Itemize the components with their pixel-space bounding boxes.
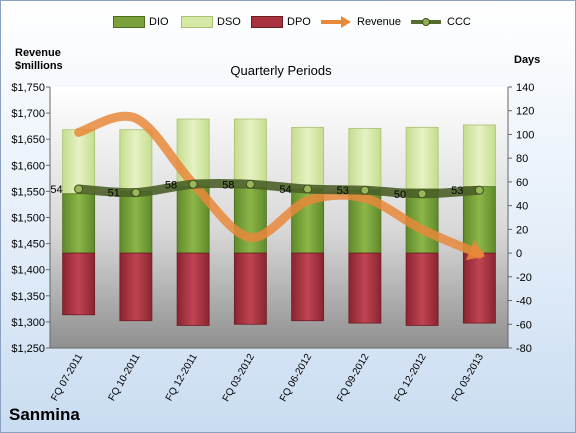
left-axis-label: Revenue $millions <box>15 47 63 73</box>
right-tick-label: -60 <box>516 319 532 331</box>
ccc-data-label: 58 <box>222 179 234 191</box>
left-tick-label: $1,400 <box>11 265 45 277</box>
right-tick-label: 80 <box>516 153 528 165</box>
bar-dso <box>348 128 382 191</box>
left-tick-label: $1,500 <box>11 213 45 225</box>
left-tick-label: $1,650 <box>11 134 45 146</box>
bar-dpo <box>233 252 267 325</box>
bar-dso <box>462 124 496 188</box>
ccc-data-label: 53 <box>451 185 463 197</box>
right-tick-label: -80 <box>516 343 532 355</box>
ccc-point <box>74 184 84 194</box>
legend-swatch-dpo <box>251 16 283 28</box>
ccc-data-label: 54 <box>50 184 62 196</box>
left-tick-label: $1,250 <box>11 343 45 355</box>
bar-dpo <box>462 252 496 324</box>
bar-dpo <box>405 252 439 326</box>
bar-dpo <box>62 252 96 316</box>
left-tick-label: $1,750 <box>11 82 45 94</box>
right-tick-label: 100 <box>516 129 534 141</box>
legend-item-ccc: CCC <box>409 13 471 31</box>
left-tick-label: $1,600 <box>11 160 45 172</box>
left-tick-label: $1,350 <box>11 291 45 303</box>
right-tick-label: 0 <box>516 248 522 260</box>
bar-dio <box>233 187 267 254</box>
ccc-data-label: 54 <box>279 184 291 196</box>
legend-label-ccc: CCC <box>447 16 471 28</box>
right-tick-label: 140 <box>516 82 534 94</box>
bar-dio <box>62 193 96 254</box>
ccc-point <box>360 185 370 195</box>
revenue-line <box>74 111 484 259</box>
legend-label-dio: DIO <box>149 16 169 28</box>
chart-subtitle: Quarterly Periods <box>230 63 332 78</box>
x-tick-label: FQ 03-2013 <box>450 352 486 404</box>
right-axis-label: Days <box>514 54 541 66</box>
ccc-data-label: 51 <box>108 188 120 200</box>
bar-dpo <box>291 252 325 322</box>
ccc-point <box>303 184 313 194</box>
legend-label-revenue: Revenue <box>357 16 402 28</box>
ccc-point <box>245 179 255 189</box>
left-tick-label: $1,450 <box>11 239 45 251</box>
legend-item-revenue: Revenue <box>319 13 401 31</box>
legend-swatch-revenue-arrow <box>321 16 351 28</box>
ccc-data-label: 50 <box>394 189 406 201</box>
company-name: Sanmina <box>9 405 80 424</box>
bar-dpo <box>348 252 382 324</box>
right-tick-label: -20 <box>516 272 532 284</box>
legend-swatch-dio <box>113 16 145 28</box>
legend-label-dso: DSO <box>217 16 241 28</box>
left-tick-label: $1,700 <box>11 108 45 120</box>
x-tick-label: FQ 06-2012 <box>278 352 314 404</box>
left-tick-label: $1,550 <box>11 186 45 198</box>
x-tick-label: FQ 12-2011 <box>164 352 200 403</box>
x-tick-label: FQ 07-2011 <box>49 352 85 403</box>
right-tick-label: 60 <box>516 177 528 189</box>
x-tick-label: FQ 09-2012 <box>335 352 371 404</box>
legend-item-dio: DIO <box>113 13 169 31</box>
right-tick-label: 120 <box>516 106 534 118</box>
ccc-point <box>188 179 198 189</box>
bar-dpo <box>176 252 210 326</box>
ccc-point <box>417 189 427 199</box>
bar-dso <box>405 126 439 190</box>
x-tick-label: FQ 10-2011 <box>107 352 143 403</box>
bar-dpo <box>119 252 153 322</box>
x-tick-label: FQ 03-2012 <box>221 352 257 404</box>
right-tick-label: -40 <box>516 296 532 308</box>
bar-dio <box>462 186 496 254</box>
ccc-data-label: 53 <box>337 185 349 197</box>
ccc-data-label: 58 <box>165 179 177 191</box>
ccc-point <box>131 188 141 198</box>
legend-swatch-ccc <box>411 18 441 26</box>
left-axis-label-line1: Revenue <box>15 47 61 59</box>
bar-dio <box>119 190 153 254</box>
ccc-line <box>74 178 484 199</box>
bar-dso <box>233 118 267 189</box>
right-tick-label: 40 <box>516 201 528 213</box>
ccc-point <box>474 185 484 195</box>
bar-dso <box>62 129 96 195</box>
bar-dso <box>291 126 325 190</box>
legend-item-dpo: DPO <box>251 13 311 31</box>
legend-label-dpo: DPO <box>287 16 311 28</box>
right-tick-label: 20 <box>516 224 528 236</box>
left-axis-label-line2: $millions <box>15 60 63 72</box>
legend-item-dso: DSO <box>181 13 241 31</box>
legend-swatch-dso <box>181 16 213 28</box>
left-tick-label: $1,300 <box>11 317 45 329</box>
revenue-arrowhead <box>465 239 485 261</box>
bar-dso <box>119 129 153 192</box>
x-tick-label: FQ 12-2012 <box>393 352 429 404</box>
